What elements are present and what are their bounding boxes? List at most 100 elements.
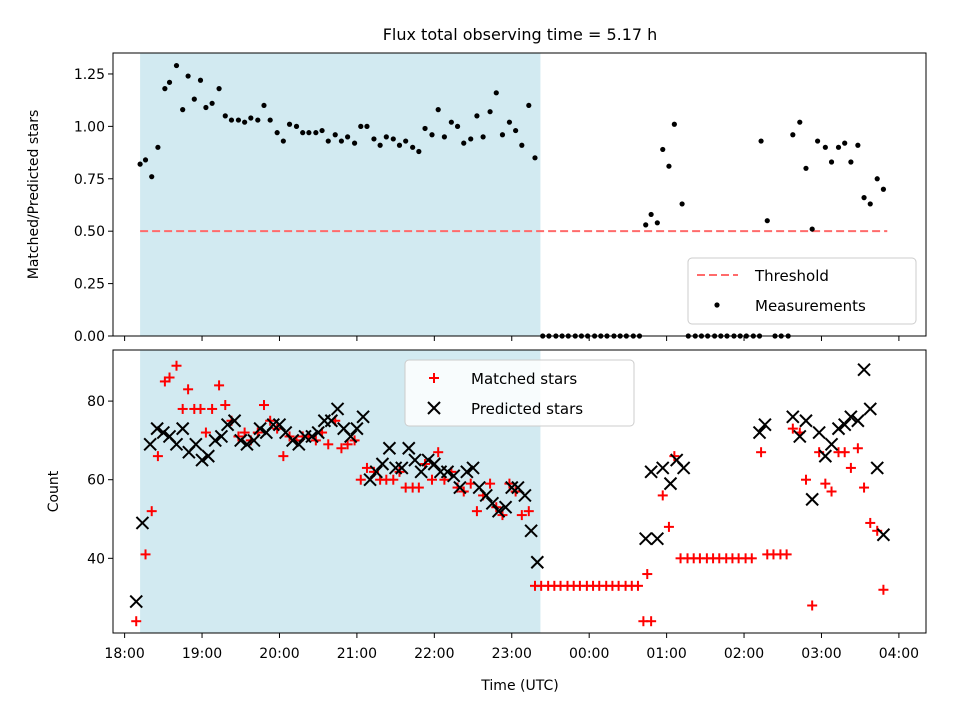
measurement-point (422, 125, 428, 132)
cross-b (427, 401, 441, 415)
predicted-point (388, 461, 403, 475)
matched-point (171, 360, 182, 371)
predicted-point (844, 410, 858, 424)
predicted-point (479, 488, 493, 503)
measurement-point (267, 117, 273, 123)
cross-b (656, 461, 670, 475)
predicted-point (266, 417, 280, 432)
predicted-point (837, 417, 852, 432)
measurement-point (468, 136, 474, 142)
matched-point (523, 506, 534, 517)
matched-point (516, 510, 527, 521)
measurement-point (441, 134, 447, 140)
threshold-legend-label: Threshold (754, 267, 829, 285)
predicted-point (253, 421, 267, 436)
measurement-point (822, 144, 828, 150)
measurement-point (416, 148, 422, 155)
cross-b (511, 480, 525, 495)
measurement-point (643, 222, 649, 228)
measurement-point (448, 119, 454, 125)
matched-legend-swatch (429, 373, 439, 383)
predicted-point (175, 421, 190, 436)
matched-point (152, 451, 163, 462)
matched-point (177, 403, 188, 414)
cross-b (460, 465, 474, 479)
measurement-point (764, 218, 770, 224)
measurement-point (861, 195, 867, 201)
predicted-point (805, 492, 819, 507)
matched-point (642, 569, 653, 580)
count-y-axis-label: Count (46, 470, 62, 512)
measurement-point (396, 142, 403, 148)
predicted-point (324, 414, 339, 428)
measurement-point (487, 109, 493, 115)
x-tick-label: 01:00 (646, 646, 686, 662)
cross-b (524, 524, 538, 538)
cross-b (143, 437, 157, 452)
cross-b (195, 453, 209, 467)
measurement-point (293, 123, 300, 129)
predicted-point (460, 465, 474, 479)
matched-point (826, 486, 837, 497)
predicted-point (644, 465, 658, 479)
cross-b (676, 461, 691, 475)
y-tick-label: 1.25 (74, 67, 105, 83)
x-tick-label: 18:00 (104, 646, 144, 662)
y-tick-label: 0.25 (74, 277, 105, 293)
matched-point (207, 403, 218, 414)
predicted-point (491, 504, 506, 518)
predicted-point (285, 433, 300, 448)
cross-b (485, 496, 500, 510)
predicted-point (466, 461, 480, 475)
predicted-point (440, 465, 455, 479)
measurement-point (855, 142, 861, 148)
cross-b (220, 417, 235, 432)
matched-point (800, 474, 811, 485)
measurement-point (506, 119, 513, 125)
measurement-point (306, 130, 312, 136)
cross-b (363, 473, 377, 487)
predicted-point (758, 417, 772, 432)
cross-b (505, 480, 519, 495)
measurement-point (848, 159, 854, 165)
predicted-point (498, 500, 513, 514)
matched-point (859, 482, 870, 493)
cross-b (518, 488, 532, 503)
matched-point (355, 474, 366, 485)
matched-point (852, 443, 863, 454)
predicted-point (330, 402, 345, 416)
predicted-point (395, 461, 409, 475)
cross-b (414, 465, 428, 479)
cross-b (421, 453, 435, 467)
measurement-point (867, 201, 873, 207)
predicted-point (650, 531, 665, 546)
measurement-point (679, 201, 685, 207)
predicted-legend-label: Predicted stars (471, 400, 583, 418)
predicted-point (824, 437, 839, 452)
predicted-point (851, 414, 865, 428)
measurement-point (203, 104, 209, 111)
cross-b (311, 425, 325, 440)
cross-b (824, 437, 839, 452)
measurements-legend-label: Measurements (755, 297, 866, 315)
measurement-point (185, 73, 191, 79)
observing-time-shade (140, 53, 541, 336)
matched-point (233, 431, 244, 442)
matched-point (865, 517, 876, 528)
measurement-point (454, 123, 461, 129)
predicted-point (786, 410, 800, 424)
measurement-point (815, 138, 821, 144)
predicted-point (375, 457, 390, 471)
cross-b (466, 461, 480, 475)
measurement-point (519, 142, 525, 148)
ratio-y-axis-label: Matched/Predicted stars (26, 110, 42, 280)
cross-b (162, 429, 177, 444)
predicted-point (156, 425, 171, 440)
cross-b (472, 480, 486, 495)
predicted-point (292, 437, 306, 452)
cross-b (395, 461, 409, 475)
cross-b (266, 417, 280, 432)
matched-marker (429, 373, 439, 383)
cross-b (388, 461, 403, 475)
